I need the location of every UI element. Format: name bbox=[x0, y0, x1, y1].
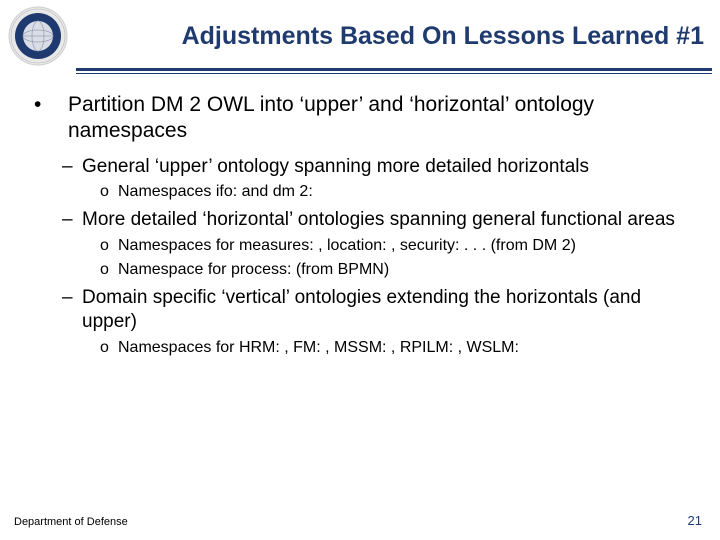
bullet-text: Namespace for process: (from BPMN) bbox=[118, 260, 692, 280]
bullet-level2: – Domain specific ‘vertical’ ontologies … bbox=[62, 286, 692, 334]
bullet-level1: • Partition DM 2 OWL into ‘upper’ and ‘h… bbox=[28, 92, 692, 145]
bullet-text: More detailed ‘horizontal’ ontologies sp… bbox=[82, 208, 692, 232]
bullet-level3: o Namespace for process: (from BPMN) bbox=[100, 260, 692, 280]
dash-marker: – bbox=[62, 286, 82, 334]
title-container: Adjustments Based On Lessons Learned #1 bbox=[68, 22, 712, 51]
bullet-text: Namespaces ifo: and dm 2: bbox=[118, 182, 692, 202]
bullet-text: Namespaces for HRM: , FM: , MSSM: , RPIL… bbox=[118, 338, 692, 358]
slide-title: Adjustments Based On Lessons Learned #1 bbox=[68, 22, 704, 51]
bullet-text: Domain specific ‘vertical’ ontologies ex… bbox=[82, 286, 692, 334]
bullet-level3: o Namespaces ifo: and dm 2: bbox=[100, 182, 692, 202]
slide-header: Adjustments Based On Lessons Learned #1 bbox=[0, 0, 720, 66]
title-rule-thick bbox=[76, 68, 712, 71]
circle-marker: o bbox=[100, 260, 118, 280]
bullet-level3: o Namespaces for HRM: , FM: , MSSM: , RP… bbox=[100, 338, 692, 358]
bullet-level2: – More detailed ‘horizontal’ ontologies … bbox=[62, 208, 692, 232]
bullet-marker: • bbox=[28, 92, 68, 145]
circle-marker: o bbox=[100, 338, 118, 358]
bullet-text: Partition DM 2 OWL into ‘upper’ and ‘hor… bbox=[68, 92, 692, 145]
bullet-text: General ‘upper’ ontology spanning more d… bbox=[82, 155, 692, 179]
bullet-text: Namespaces for measures: , location: , s… bbox=[118, 236, 692, 256]
dash-marker: – bbox=[62, 155, 82, 179]
dod-seal-icon bbox=[8, 6, 68, 66]
circle-marker: o bbox=[100, 236, 118, 256]
footer-org: Department of Defense bbox=[14, 516, 128, 528]
bullet-level3: o Namespaces for measures: , location: ,… bbox=[100, 236, 692, 256]
slide-number: 21 bbox=[688, 513, 702, 528]
slide-body: • Partition DM 2 OWL into ‘upper’ and ‘h… bbox=[0, 74, 720, 358]
bullet-level2: – General ‘upper’ ontology spanning more… bbox=[62, 155, 692, 179]
dash-marker: – bbox=[62, 208, 82, 232]
circle-marker: o bbox=[100, 182, 118, 202]
